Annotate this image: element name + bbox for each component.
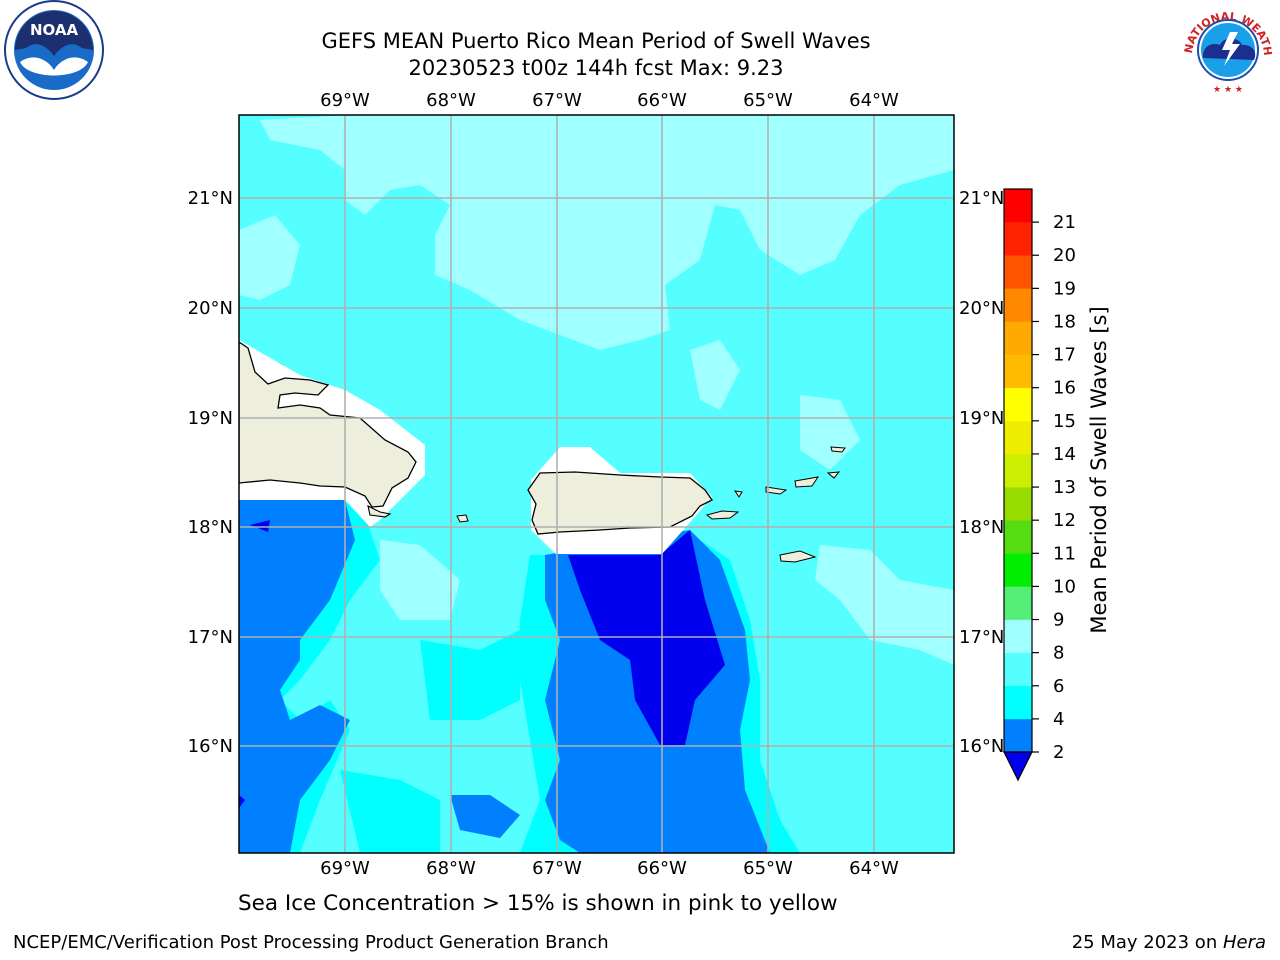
lat-label-left: 17°N (188, 627, 233, 648)
land-hispaniola-point (367, 504, 392, 518)
colorbar-tick-label: 18 (1053, 311, 1076, 332)
swell-band-2-4-west (239, 500, 355, 853)
nws-logo: NATIONAL WEATHER SERVICE ★ ★ ★ (1178, 0, 1275, 97)
map-area (239, 115, 954, 853)
swell-band-4-6-mid (420, 630, 520, 720)
swell-band-2-4-patch (450, 795, 520, 838)
colorbar-extend-triangle (1003, 751, 1033, 782)
colorbar-segment (1004, 387, 1032, 422)
colorbar-tick-label: 2 (1053, 742, 1064, 763)
lat-label-right: 19°N (959, 408, 1004, 429)
swell-band-below-2-spot (250, 520, 270, 532)
footer-credit: NCEP/EMC/Verification Post Processing Pr… (13, 932, 609, 953)
swell-band-8-9-west (239, 215, 300, 300)
land-culebra (733, 490, 743, 498)
swell-band-4-6-sw (340, 770, 440, 853)
lat-label-left: 21°N (188, 188, 233, 209)
colorbar-segment (1004, 553, 1032, 587)
lon-label-top: 65°W (743, 90, 793, 111)
colorbar-segment (1004, 619, 1032, 653)
star-icon: ★ ★ ★ (1213, 85, 1243, 95)
lat-label-right: 18°N (959, 517, 1004, 538)
graticule (239, 115, 954, 853)
colorbar-segment (1004, 321, 1032, 355)
colorbar-tick-label: 12 (1053, 510, 1076, 531)
colorbar-tick-label: 19 (1053, 278, 1076, 299)
colorbar-tick-label: 17 (1053, 345, 1076, 366)
lon-label-top: 67°W (532, 90, 582, 111)
colorbar-segment (1004, 354, 1032, 389)
colorbar-segment (1004, 420, 1032, 455)
land-st-croix (779, 550, 817, 563)
lon-label-bottom: 65°W (743, 858, 793, 879)
swell-band-8-9-south (380, 540, 460, 620)
land-anegada (830, 446, 846, 453)
noaa-logo-text: NOAA (30, 21, 79, 39)
land-st-thomas (765, 486, 788, 495)
colorbar-tick-label: 16 (1053, 378, 1076, 399)
footer-host: Hera (1222, 932, 1266, 953)
map-title: GEFS MEAN Puerto Rico Mean Period of Swe… (321, 29, 871, 53)
colorbar-segment (1004, 685, 1032, 720)
lat-label-right: 20°N (959, 298, 1004, 319)
colorbar-tick-label: 9 (1053, 610, 1064, 631)
land-virgin-gorda (826, 471, 841, 479)
colorbar-tick-label: 21 (1053, 212, 1076, 233)
land-vieques (705, 510, 740, 520)
map-subtitle: 20230523 t00z 144h fcst Max: 9.23 (408, 56, 784, 80)
colorbar-tick-label: 8 (1053, 643, 1064, 664)
colorbar-segment (1004, 586, 1032, 620)
colorbar-segment (1004, 652, 1032, 687)
swell-band-8-9-se (815, 545, 954, 665)
lon-label-top: 64°W (849, 90, 899, 111)
colorbar-segment (1004, 718, 1032, 753)
colorbar-segment (1004, 487, 1032, 521)
footer-date-text: 25 May 2023 on (1071, 932, 1223, 953)
colorbar-tick-label: 6 (1053, 676, 1064, 697)
swell-band-below-2-edge (239, 795, 245, 808)
lon-label-bottom: 66°W (637, 858, 687, 879)
lat-label-left: 20°N (188, 298, 233, 319)
colorbar-segment (1004, 453, 1032, 488)
lon-label-bottom: 68°W (426, 858, 476, 879)
land-puerto-rico (527, 471, 713, 535)
colorbar-segment (1004, 288, 1032, 322)
colorbar-tick-label: 15 (1053, 411, 1076, 432)
lat-label-right: 16°N (959, 736, 1004, 757)
land-mona (456, 514, 469, 523)
colorbar-tick-label: 20 (1053, 245, 1076, 266)
colorbar: 2 4 6 8 9 10 11 12 13 14 15 16 17 18 19 20 21 (1003, 188, 1076, 782)
noaa-logo: NOAA (4, 0, 104, 100)
colorbar-tick-label: 10 (1053, 576, 1076, 597)
map-frame (238, 114, 955, 854)
lon-label-bottom: 69°W (320, 858, 370, 879)
lon-label-top: 66°W (637, 90, 687, 111)
colorbar-tick-label: 13 (1053, 477, 1076, 498)
colorbar-tick-label: 14 (1053, 444, 1076, 465)
colorbar-tick-label: 11 (1053, 543, 1076, 564)
colorbar-segment (1004, 189, 1032, 223)
lon-label-bottom: 64°W (849, 858, 899, 879)
lat-label-right: 17°N (959, 627, 1004, 648)
lon-label-top: 69°W (320, 90, 370, 111)
colorbar-segment (1004, 222, 1032, 256)
colorbar-segment (1004, 520, 1032, 554)
lat-label-left: 19°N (188, 408, 233, 429)
colorbar-tick-label: 4 (1053, 709, 1064, 730)
swell-band-8-9-east2 (800, 395, 860, 470)
sea-ice-caption: Sea Ice Concentration > 15% is shown in … (238, 891, 838, 916)
colorbar-outline (1003, 188, 1033, 753)
lat-label-left: 18°N (188, 517, 233, 538)
swell-band-8-9-east (690, 340, 740, 410)
lat-label-right: 21°N (959, 188, 1004, 209)
lon-label-bottom: 67°W (532, 858, 582, 879)
colorbar-label: Mean Period of Swell Waves [s] (1087, 306, 1111, 633)
swell-band-8-9 (260, 115, 954, 350)
colorbar-segment (1004, 255, 1032, 289)
land-tortola (794, 476, 820, 488)
lon-label-top: 68°W (426, 90, 476, 111)
lat-label-left: 16°N (188, 736, 233, 757)
footer-date: 25 May 2023 on Hera (1072, 932, 1266, 953)
